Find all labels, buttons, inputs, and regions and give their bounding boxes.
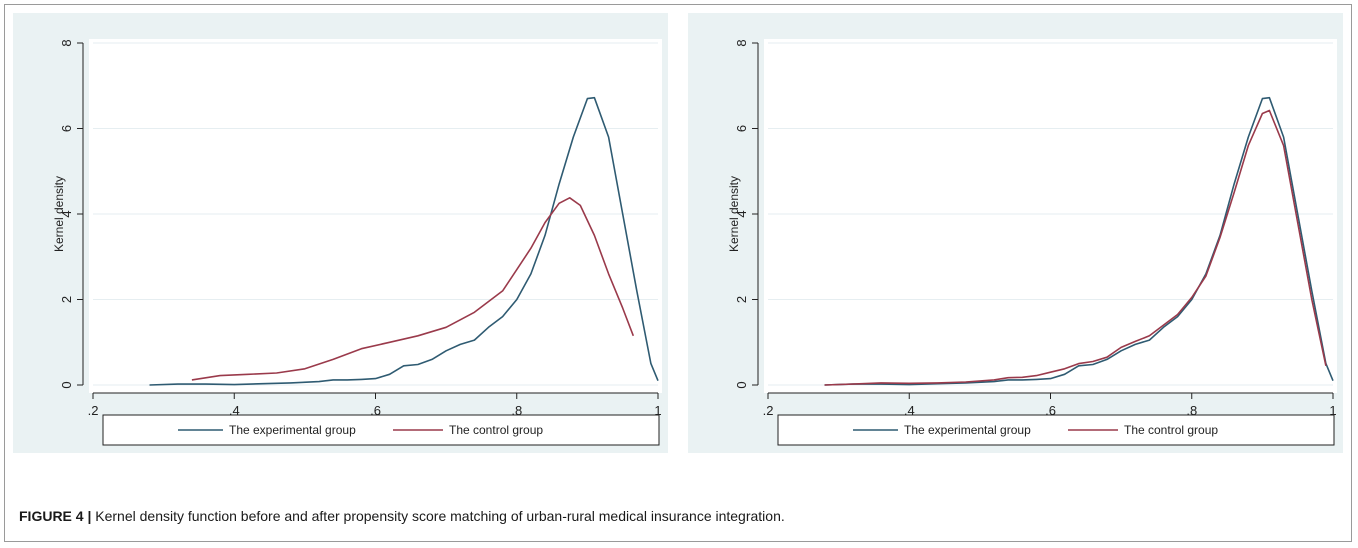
- x-tick-label: .8: [511, 403, 522, 418]
- legend-label-control: The control group: [449, 423, 543, 437]
- y-tick-label: 2: [59, 296, 74, 303]
- y-axis-title: Kernel density: [52, 176, 66, 252]
- y-axis-title: Kernel density: [727, 176, 741, 252]
- y-tick-label: 6: [734, 125, 749, 132]
- y-tick-label: 4: [734, 210, 749, 217]
- x-tick-label: .2: [763, 403, 774, 418]
- y-tick-label: 8: [734, 39, 749, 46]
- y-tick-label: 6: [59, 125, 74, 132]
- legend-label-control: The control group: [1124, 423, 1218, 437]
- x-tick-label: .6: [1045, 403, 1056, 418]
- series-line-control: [824, 109, 1327, 386]
- x-tick-label: 1: [654, 403, 661, 418]
- legend-label-experimental: The experimental group: [229, 423, 356, 437]
- x-tick-label: 1: [1329, 403, 1336, 418]
- x-tick-label: .4: [229, 403, 240, 418]
- figure-caption: FIGURE 4 | Kernel density function befor…: [19, 508, 785, 524]
- x-tick-label: .2: [88, 403, 99, 418]
- y-tick-label: 0: [59, 381, 74, 388]
- y-tick-label: 0: [734, 381, 749, 388]
- legend-label-experimental: The experimental group: [904, 423, 1031, 437]
- caption-label: FIGURE 4 |: [19, 508, 92, 524]
- plot-area: [764, 39, 1337, 393]
- y-tick-label: 8: [59, 39, 74, 46]
- series-line-experimental: [149, 96, 659, 386]
- y-tick-label: 2: [734, 296, 749, 303]
- x-tick-label: .8: [1186, 403, 1197, 418]
- series-line-experimental: [824, 96, 1334, 386]
- series-line-control: [191, 197, 635, 381]
- caption-text: Kernel density function before and after…: [91, 508, 785, 524]
- y-tick-label: 4: [59, 210, 74, 217]
- x-tick-label: .6: [370, 403, 381, 418]
- plot-area: [89, 39, 662, 393]
- x-tick-label: .4: [904, 403, 915, 418]
